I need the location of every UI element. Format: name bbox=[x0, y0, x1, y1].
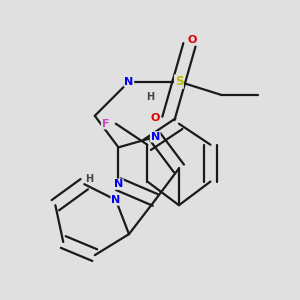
Text: N: N bbox=[124, 76, 134, 87]
Text: N: N bbox=[151, 132, 160, 142]
Text: F: F bbox=[102, 119, 109, 129]
Text: H: H bbox=[146, 92, 154, 102]
Text: O: O bbox=[151, 113, 160, 124]
Text: O: O bbox=[188, 34, 197, 45]
Text: H: H bbox=[85, 174, 94, 184]
Text: N: N bbox=[111, 195, 120, 205]
Text: S: S bbox=[175, 75, 183, 88]
Text: N: N bbox=[114, 179, 123, 189]
